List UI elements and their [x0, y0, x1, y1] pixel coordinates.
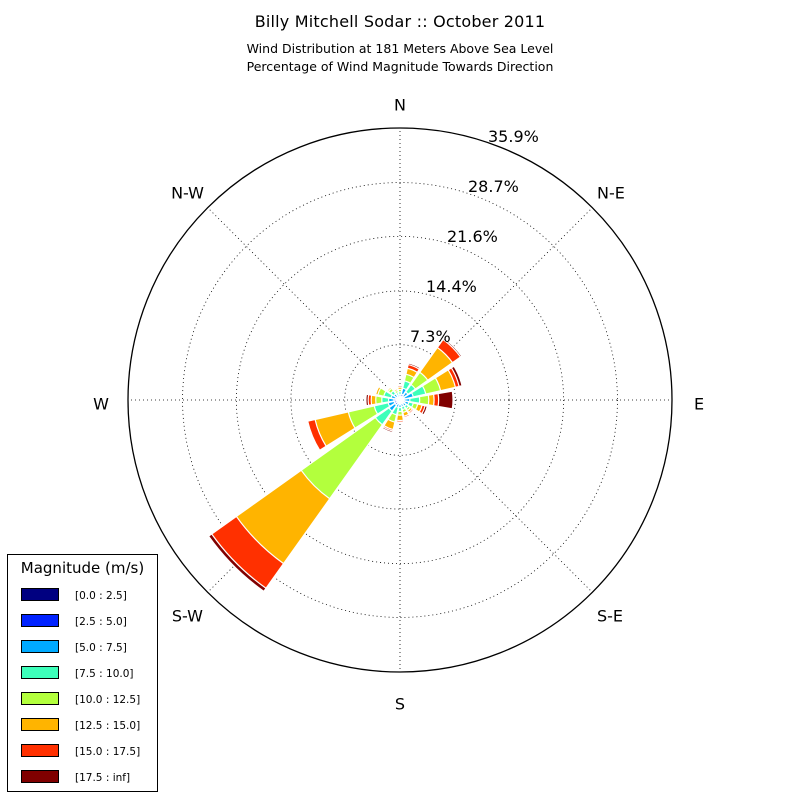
chart-subtitle-line2: Percentage of Wind Magnitude Towards Dir… [246, 59, 554, 74]
legend-swatch [21, 744, 59, 757]
direction-label: E [694, 395, 704, 414]
chart-title: Billy Mitchell Sodar :: October 2011 [254, 12, 546, 31]
legend-label: [15.0 : 17.5] [75, 746, 141, 758]
legend-label: [0.0 : 2.5] [75, 590, 127, 602]
legend-title: Magnitude (m/s) [20, 559, 145, 577]
grid-spoke [399, 399, 593, 593]
grid-ring [344, 344, 456, 456]
grid-ring [235, 235, 565, 565]
legend-swatch [21, 666, 59, 679]
radial-tick-label: 7.3% [410, 327, 451, 346]
legend-swatch [21, 588, 59, 601]
legend: Magnitude (m/s) [0.0 : 2.5] [2.5 : 5.0] [5… [7, 554, 158, 792]
polar-grid [128, 128, 672, 672]
grid-ring [182, 182, 618, 618]
legend-swatch [21, 614, 59, 627]
direction-label: N [394, 96, 406, 115]
wedge-group [207, 337, 463, 593]
legend-swatch [21, 640, 59, 653]
legend-label: [17.5 : inf] [75, 772, 131, 784]
legend-swatch [21, 718, 59, 731]
legend-label: [7.5 : 10.0] [75, 668, 134, 680]
legend-swatch [21, 692, 59, 705]
direction-label: N-W [171, 184, 204, 203]
legend-label: [2.5 : 5.0] [75, 616, 127, 628]
radial-tick-label: 35.9% [488, 127, 539, 146]
radial-tick-label: 21.6% [447, 227, 498, 246]
wedge-segment [300, 399, 401, 500]
grid-ring [290, 290, 510, 510]
chart-subtitle-line1: Wind Distribution at 181 Meters Above Se… [246, 41, 554, 56]
label-group: N N-E E S-E S S-W W N-W 7.3% 14.4% 21.6% 28.7% 35.9% [93, 96, 704, 714]
outer-circle [127, 127, 673, 673]
direction-label: N-E [597, 184, 625, 203]
wedge-segment [399, 397, 401, 401]
direction-label: S-W [172, 607, 203, 626]
radial-tick-label: 14.4% [426, 277, 477, 296]
legend-label: [5.0 : 7.5] [75, 642, 127, 654]
legend-label: [10.0 : 12.5] [75, 694, 141, 706]
grid-spoke [207, 207, 401, 401]
direction-label: W [93, 395, 109, 414]
legend-label: [12.5 : 15.0] [75, 720, 141, 732]
legend-swatch [21, 770, 59, 783]
direction-label: S [395, 695, 405, 714]
direction-label: S-E [597, 607, 623, 626]
radial-tick-label: 28.7% [468, 177, 519, 196]
